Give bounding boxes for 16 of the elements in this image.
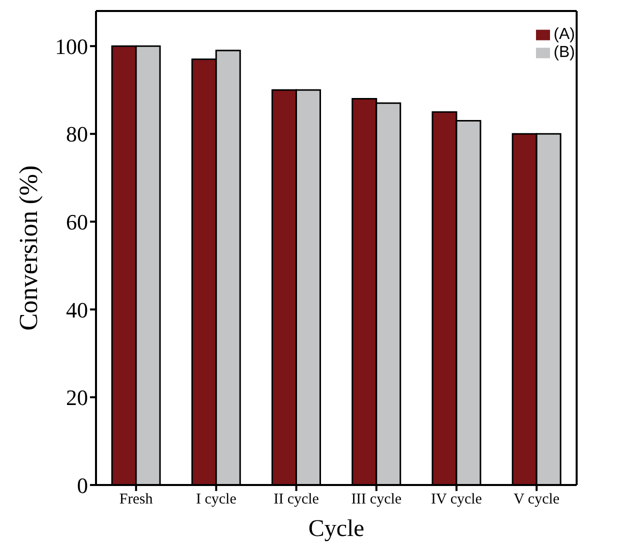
y-tick-label: 60 — [66, 209, 88, 234]
y-tick-label: 100 — [55, 34, 88, 59]
x-tick-label: IV cycle — [431, 492, 482, 508]
x-tick-label: III cycle — [351, 492, 402, 508]
legend-label: (A) — [554, 26, 575, 43]
y-tick-label: 40 — [66, 297, 88, 322]
legend-label: (B) — [554, 44, 575, 61]
y-tick-label: 20 — [66, 385, 88, 410]
y-tick-label: 80 — [66, 122, 88, 147]
y-axis-title: Conversion (%) — [14, 165, 44, 331]
x-axis-title: Cycle — [308, 516, 364, 542]
x-tick-label: I cycle — [196, 492, 237, 508]
x-tick-label: V cycle — [514, 492, 560, 508]
y-tick-label: 0 — [77, 472, 88, 498]
x-tick-label: Fresh — [119, 492, 154, 508]
x-tick-label: II cycle — [274, 492, 320, 508]
